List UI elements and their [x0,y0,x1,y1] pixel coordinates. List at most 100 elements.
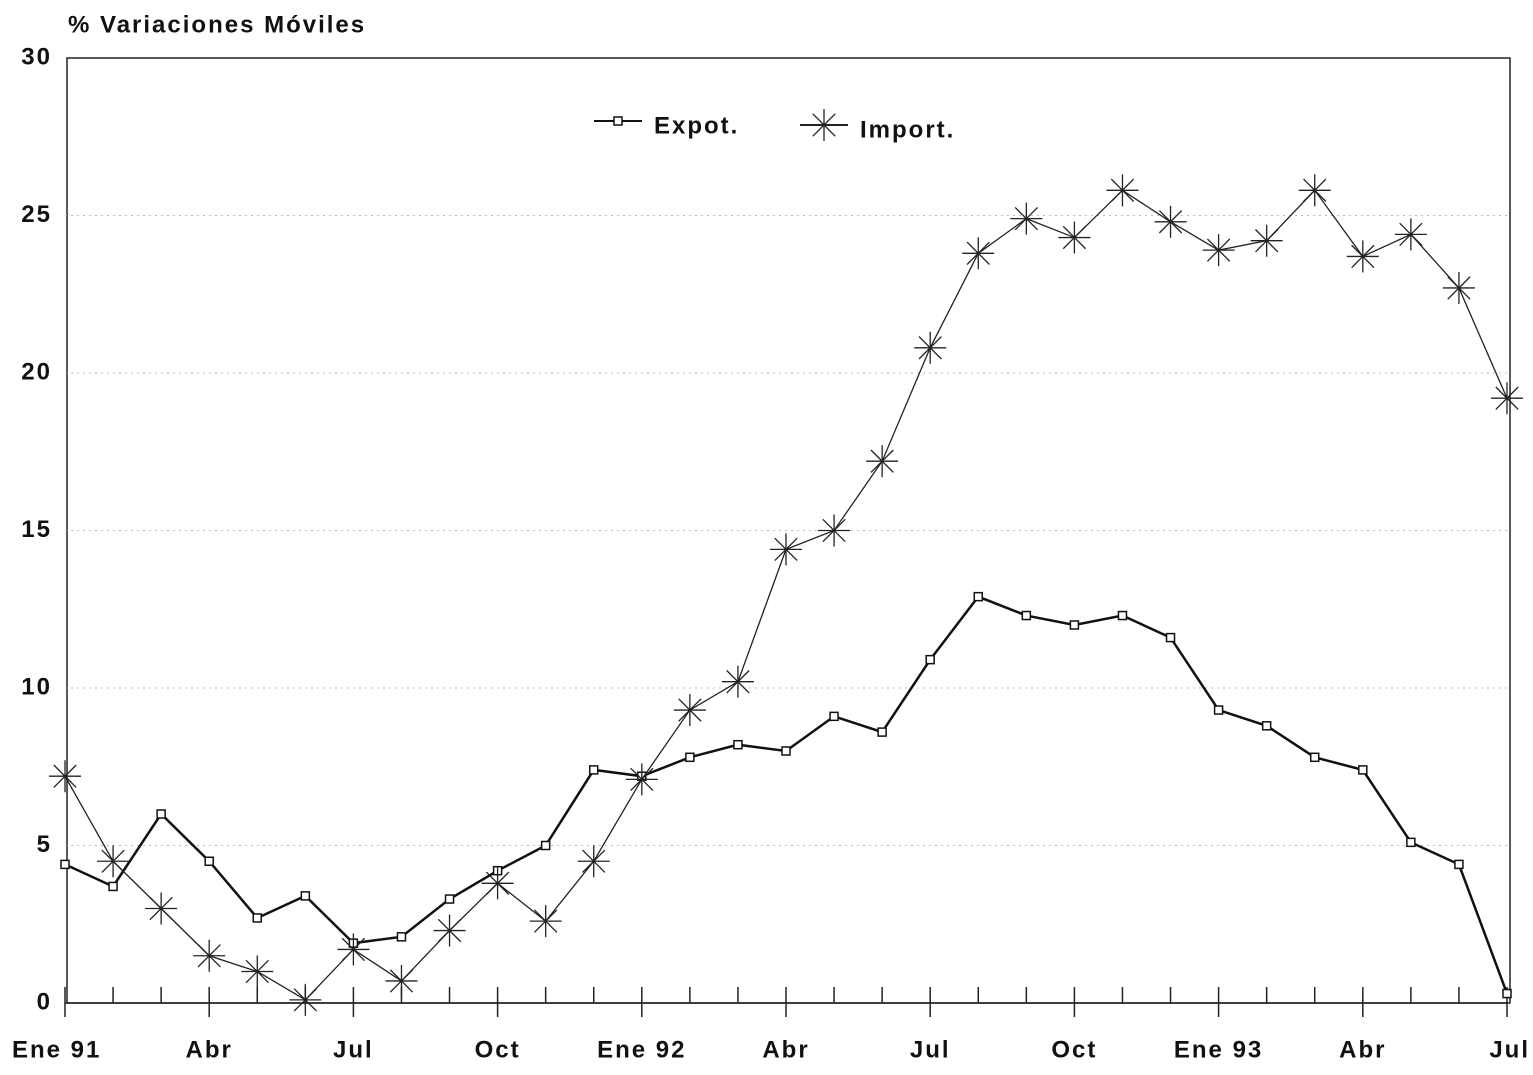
data-point [145,892,178,925]
marker-stroke [1255,229,1279,253]
data-point [1454,859,1464,870]
data-point [241,955,274,988]
marker-stroke [582,849,606,873]
data-point [289,983,322,1016]
marker-stroke [918,336,942,360]
y-tick-label: 15 [21,516,52,543]
marker-stroke [1158,210,1183,234]
x-tick-label: Ene 91 [12,1036,101,1063]
marker-stroke [812,113,836,137]
marker-stroke [726,670,750,694]
data-point [1165,632,1176,643]
data-point [433,914,466,947]
marker-stroke [1495,386,1519,410]
data-point [866,445,899,478]
data-point [685,752,695,763]
data-point [108,881,118,892]
data-point [1309,752,1320,763]
legend-marker [808,109,840,141]
data-point [1154,205,1187,238]
marker-stroke [485,871,510,895]
marker-stroke [1303,178,1327,202]
data-point [914,331,947,364]
data-point [1250,224,1283,257]
data-point [721,665,754,698]
data-point [818,514,851,547]
x-tick-label: Abr [1339,1036,1386,1063]
data-point [444,894,455,904]
marker-stroke [389,969,414,993]
data-point [481,867,514,900]
marker-stroke [774,537,798,562]
marker-stroke [630,767,654,792]
data-point [60,859,70,870]
data-point [1298,174,1331,207]
marker-stroke [1062,225,1087,250]
marker-stroke [1447,276,1471,300]
marker-stroke [966,241,990,265]
plot-frame [66,57,1511,1004]
data-point [1069,620,1080,630]
y-tick-label: 30 [21,43,52,70]
marker-stroke [678,698,702,722]
data-point [733,739,743,750]
data-point [540,840,551,851]
data-point [1106,174,1139,207]
chart-title: % Variaciones Móviles [68,11,366,38]
data-point [193,939,226,972]
marker-stroke [1399,222,1423,247]
data-point [204,856,214,866]
x-tick-label: Oct [1051,1036,1097,1063]
marker-stroke [437,918,462,943]
y-tick-label: 20 [21,358,52,385]
data-point [396,932,407,942]
data-point [97,845,130,878]
data-point [577,845,610,878]
marker-stroke [149,896,173,921]
data-point [829,711,839,722]
data-point [1021,610,1032,621]
data-point [1261,721,1272,731]
data-point [1213,705,1224,715]
x-tick-label: Ene 93 [1174,1036,1263,1063]
marker-stroke [293,988,317,1012]
x-tick-label: Jul [1489,1036,1530,1063]
marker-stroke [870,449,894,473]
data-point [252,913,263,923]
data-point [300,891,311,901]
marker-stroke [1206,238,1231,262]
data-point [625,763,658,796]
data-point [385,964,418,997]
marker-stroke [534,909,558,933]
x-tick-label: Abr [186,1036,233,1063]
marker-stroke [1110,178,1135,202]
x-tick-label: Ene 92 [597,1036,686,1063]
legend-label: Import. [860,116,955,143]
data-point [1202,234,1235,267]
x-tick-label: Jul [910,1036,951,1063]
series-line [64,595,1509,994]
marker-stroke [53,764,77,788]
y-tick-label: 10 [21,673,52,700]
data-point [337,933,370,966]
data-point [156,809,166,819]
data-point [49,760,81,793]
data-point [1346,240,1379,273]
legend-marker [613,116,623,126]
data-point [1010,202,1043,235]
data-point [962,237,995,270]
marker-stroke [1014,206,1038,231]
data-point [1058,221,1091,254]
data-point [1394,218,1427,251]
data-point [877,727,887,737]
marker-stroke [197,944,221,968]
x-tick-label: Jul [333,1036,374,1063]
data-point [673,694,706,727]
y-tick-label: 25 [21,201,52,228]
marker-stroke [822,518,846,543]
data-point [1491,382,1523,415]
marker-stroke [1351,244,1375,269]
data-point [973,591,984,602]
data-point [1502,988,1512,999]
